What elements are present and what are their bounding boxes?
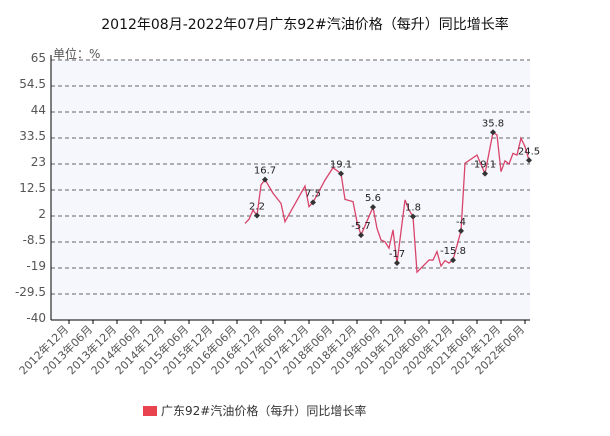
data-label: 35.8 [482,118,504,129]
y-tick-label: -19 [26,259,46,273]
y-tick-label: -40 [26,311,46,325]
data-label: 16.7 [254,166,276,177]
data-point-marker [450,257,456,264]
y-tick-label: -29.5 [15,285,46,299]
data-point-marker [370,204,376,211]
data-point-marker [254,212,260,219]
data-point-marker [458,227,464,234]
data-label: -4 [456,217,466,228]
unit-label: 单位：% [53,46,100,61]
data-label: 24.5 [518,146,540,157]
data-label: 19.1 [330,160,352,171]
y-tick-label: 2 [38,207,46,221]
y-tick-label: 12.5 [19,181,46,195]
data-point-marker [262,176,268,183]
data-label: -5.7 [351,221,371,232]
data-point-marker [338,170,344,177]
data-point-marker [482,170,488,177]
y-tick-label: 44 [31,103,46,117]
y-tick-label: 23 [31,155,46,169]
y-tick-label: 33.5 [19,129,46,143]
legend-swatch [143,405,157,416]
data-label: 19.1 [474,160,496,171]
chart-title: 2012年08月-2022年07月广东92#汽油价格（每升）同比增长率 [101,17,509,33]
data-point-marker [490,129,496,136]
data-label: 7.5 [305,188,321,199]
legend-label: 广东92#汽油价格（每升）同比增长率 [161,404,367,418]
data-point-marker [358,232,364,239]
data-point-marker [394,260,400,267]
data-label: 5.6 [365,193,381,204]
data-point-marker [310,199,316,206]
data-label: -15.8 [440,246,466,257]
data-label: 1.8 [405,202,421,213]
y-tick-label: 54.5 [19,77,46,91]
data-point-marker [526,157,532,164]
legend[interactable]: 广东92#汽油价格（每升）同比增长率 [143,402,366,419]
y-tick-label: -8.5 [23,233,46,247]
data-label: -17 [389,249,405,260]
data-point-marker [410,213,416,220]
y-tick-label: 65 [31,51,46,65]
data-label: 2.2 [249,202,265,213]
